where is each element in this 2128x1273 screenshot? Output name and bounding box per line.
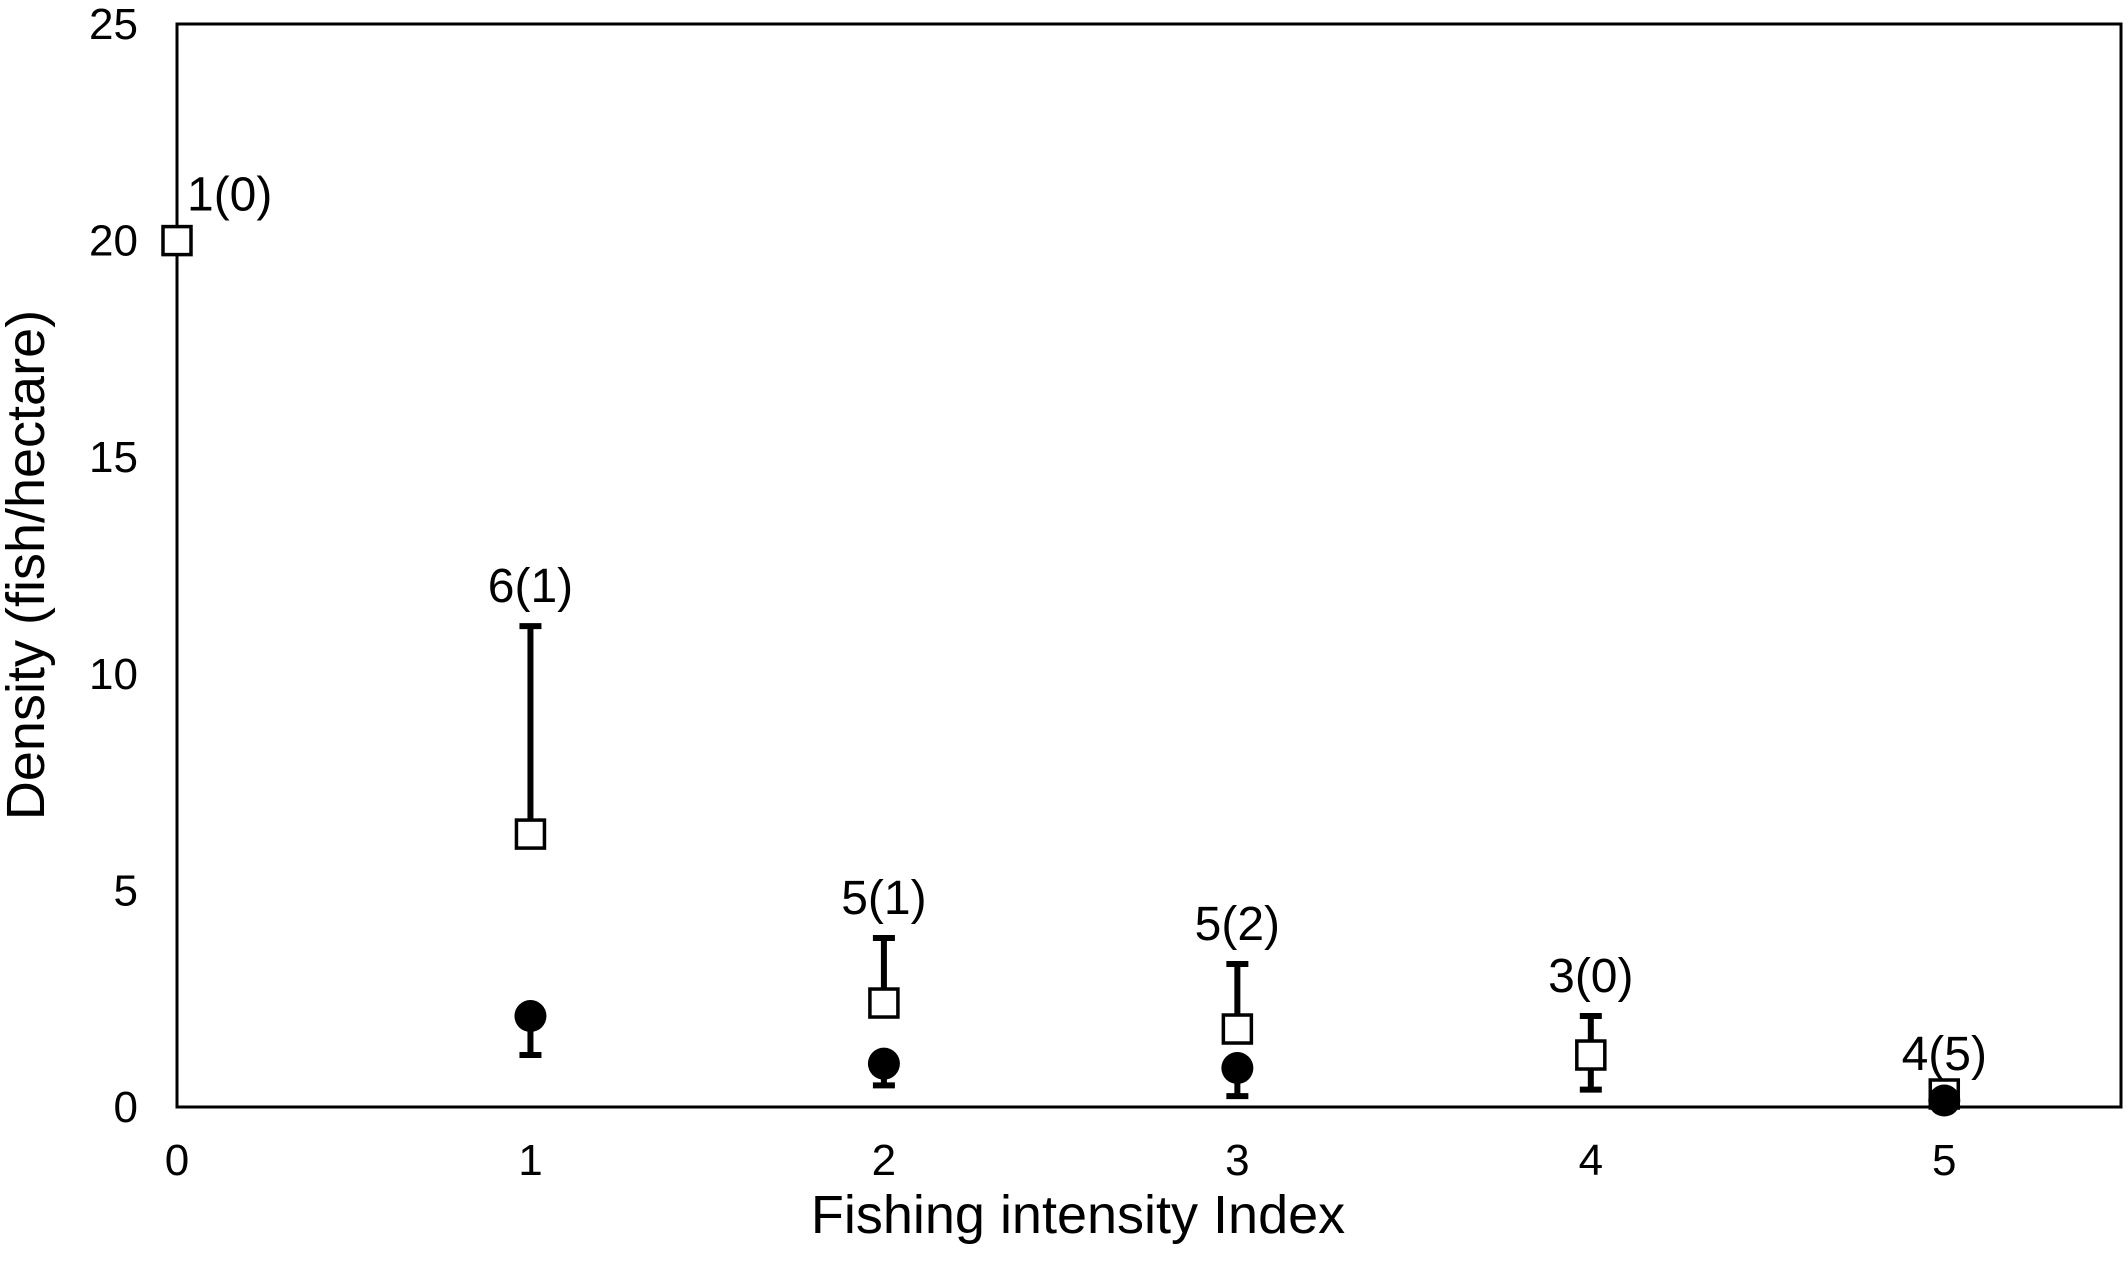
x-axis-title: Fishing intensity Index xyxy=(811,1185,1345,1245)
x-tick-label: 2 xyxy=(872,1136,896,1185)
circle-marker xyxy=(1221,1052,1254,1085)
y-tick-label: 15 xyxy=(89,433,138,482)
circle-marker xyxy=(867,1047,900,1080)
y-tick-label: 5 xyxy=(114,866,138,915)
square-marker xyxy=(868,987,900,1019)
data-markers xyxy=(161,224,1961,1117)
square-marker xyxy=(161,224,193,257)
y-tick-label: 0 xyxy=(114,1083,138,1132)
square-marker xyxy=(514,818,547,850)
data-label: 5(2) xyxy=(1195,898,1280,951)
error-bars xyxy=(519,623,1602,1100)
x-tick-label: 0 xyxy=(165,1136,189,1185)
x-tick-label: 4 xyxy=(1579,1136,1603,1185)
x-tick-label: 1 xyxy=(518,1136,542,1185)
circle-marker xyxy=(514,1000,547,1033)
x-axis-ticks: 0 1 2 3 4 5 xyxy=(165,1136,1957,1185)
y-axis-ticks: 0 5 10 15 20 25 xyxy=(89,0,138,1132)
data-label: 6(1) xyxy=(488,560,573,613)
data-label: 5(1) xyxy=(841,872,926,925)
x-tick-label: 3 xyxy=(1225,1136,1249,1185)
data-label: 3(0) xyxy=(1548,950,1633,1003)
data-label: 1(0) xyxy=(187,169,272,222)
plot-frame xyxy=(175,22,2123,1109)
y-tick-label: 10 xyxy=(89,650,138,699)
square-marker xyxy=(1221,1013,1254,1045)
data-label: 4(5) xyxy=(1902,1028,1987,1081)
y-tick-label: 20 xyxy=(89,217,138,266)
y-axis-title: Density (fish/hectare) xyxy=(0,310,56,820)
circle-marker xyxy=(1928,1084,1961,1117)
y-tick-label: 25 xyxy=(89,0,138,49)
square-marker xyxy=(1575,1039,1607,1071)
x-tick-label: 5 xyxy=(1932,1136,1956,1185)
data-labels: 1(0) 6(1) 5(1) 5(2) 3(0) 4(5) xyxy=(187,169,1987,1081)
